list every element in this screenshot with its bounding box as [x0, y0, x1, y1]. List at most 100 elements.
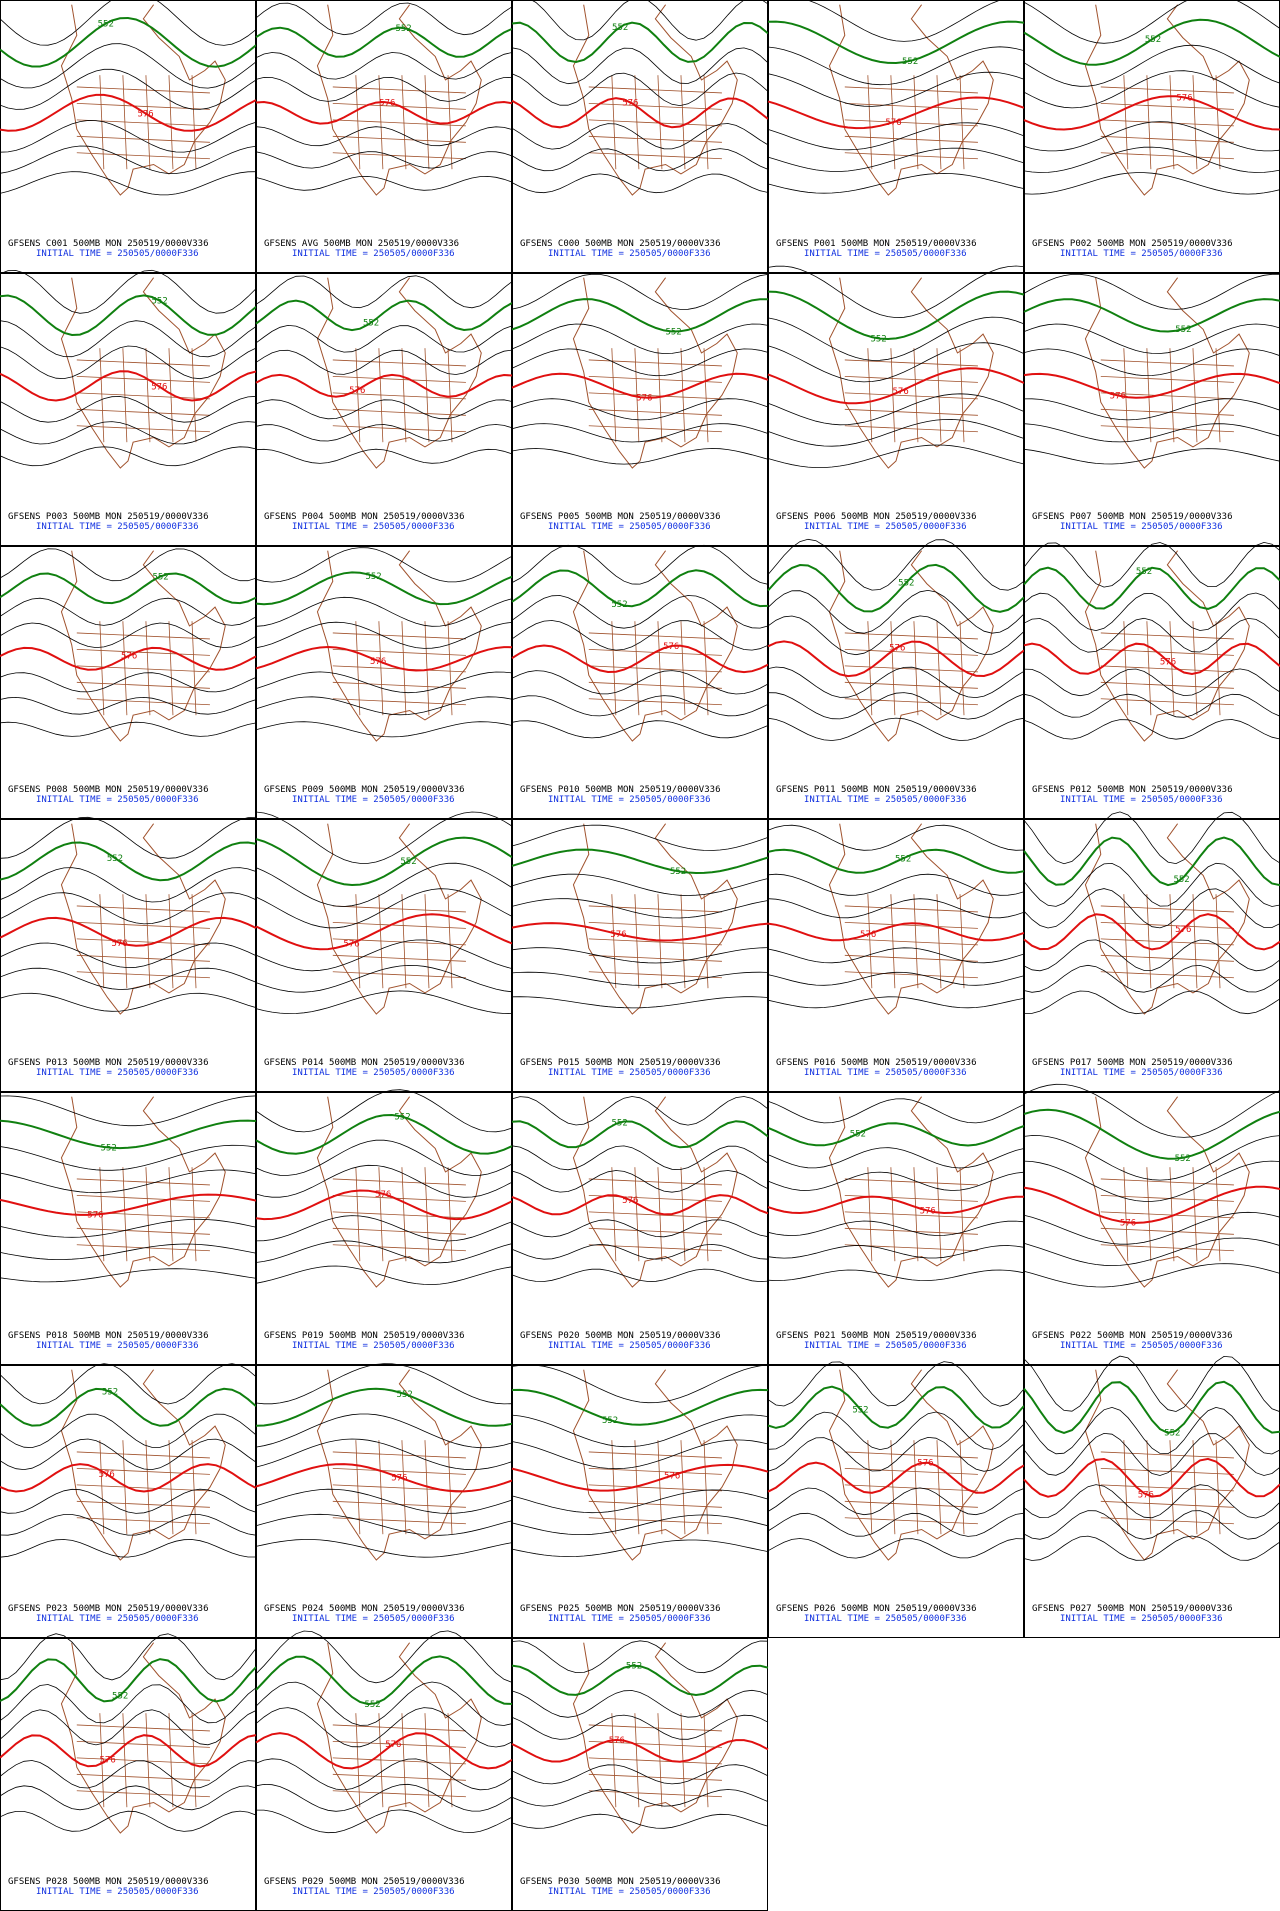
- height-contour: [0, 145, 257, 174]
- state-border: [99, 1440, 105, 1535]
- height-contour: [0, 1095, 257, 1127]
- contour-label: 576: [1120, 1219, 1136, 1229]
- height-contour: [255, 399, 513, 420]
- panel-frame: [0, 546, 256, 819]
- height-contour: [511, 1664, 769, 1697]
- height-contour: [511, 97, 769, 129]
- height-contour: [767, 1361, 1025, 1407]
- height-contour: [1023, 1135, 1280, 1181]
- state-border: [1192, 1167, 1198, 1262]
- height-contour: [767, 898, 1025, 919]
- state-border: [145, 1167, 151, 1262]
- state-border: [1123, 1440, 1129, 1535]
- state-border: [959, 348, 965, 443]
- state-border: [76, 152, 210, 160]
- state-border: [1123, 348, 1129, 443]
- map-panel: 552 576 GFSENS P020 500MB MON 250519/0000V…: [511, 1092, 769, 1365]
- height-contour: [511, 1539, 769, 1558]
- height-contour: [511, 1414, 769, 1448]
- height-contour: [767, 172, 1025, 194]
- state-border: [332, 1757, 466, 1765]
- contour-label: 552: [852, 1405, 868, 1415]
- height-contour: [1023, 913, 1280, 951]
- height-contour: [1023, 1484, 1280, 1519]
- panel-frame: [1024, 819, 1280, 1092]
- height-contour: [1023, 862, 1280, 907]
- height-contour: [767, 1538, 1025, 1559]
- state-border: [424, 1713, 430, 1808]
- map-panel: 552 576 GFSENS P029 500MB MON 250519/0000V…: [255, 1630, 513, 1911]
- height-contour: [255, 1783, 513, 1812]
- height-contour: [255, 1513, 513, 1536]
- state-border: [680, 348, 686, 443]
- panel-frame: [256, 546, 512, 819]
- state-border: [76, 681, 210, 689]
- state-border: [680, 1440, 686, 1535]
- state-border: [588, 103, 722, 110]
- height-contour: [255, 275, 513, 309]
- state-border: [611, 1440, 617, 1535]
- state-border: [447, 348, 453, 443]
- height-contour: [1023, 121, 1280, 152]
- state-border: [844, 1451, 978, 1459]
- height-contour: [511, 1714, 769, 1740]
- state-border: [844, 1517, 978, 1525]
- contour-label: 552: [101, 1144, 117, 1154]
- state-border: [76, 1178, 210, 1186]
- map-panel: 552 576 GFSENS P021 500MB MON 250519/0000V…: [767, 1092, 1025, 1365]
- height-contour: [511, 720, 769, 739]
- state-border: [168, 1167, 174, 1262]
- contour-label: 552: [395, 24, 411, 34]
- panel-frame: [256, 1365, 512, 1638]
- state-border: [1169, 621, 1175, 716]
- height-contour: [767, 563, 1025, 613]
- height-contour: [1023, 398, 1280, 421]
- state-border: [844, 425, 978, 433]
- height-contour: [511, 298, 768, 333]
- contour-label: 576: [349, 386, 365, 396]
- height-contour: [0, 43, 257, 89]
- contour-label: 552: [1175, 325, 1191, 335]
- height-contour: [511, 544, 769, 585]
- contour-label: 576: [610, 930, 626, 940]
- height-contour: [511, 1096, 769, 1126]
- height-contour: [0, 992, 257, 1012]
- height-contour: [255, 1139, 513, 1176]
- height-contour: [1023, 348, 1280, 377]
- state-border: [959, 1167, 965, 1262]
- height-contour: [255, 1089, 513, 1133]
- height-contour: [767, 418, 1025, 447]
- height-contour: [255, 1265, 513, 1286]
- height-contour: [255, 175, 513, 191]
- height-contour: [1023, 1510, 1280, 1540]
- state-border: [76, 665, 210, 673]
- state-border: [588, 1227, 722, 1235]
- state-border: [588, 1500, 722, 1508]
- height-contour: [511, 123, 769, 150]
- state-border: [76, 1227, 210, 1235]
- height-contour: [767, 342, 1025, 383]
- height-contour: [0, 120, 257, 153]
- coastline: [60, 550, 226, 742]
- state-border: [1100, 1468, 1234, 1475]
- height-contour: [511, 372, 769, 399]
- initial-time: INITIAL TIME = 250505/0000F336: [292, 1068, 455, 1078]
- contour-label: 552: [1164, 1429, 1180, 1439]
- height-contour: [767, 640, 1025, 678]
- height-contour: [255, 621, 513, 649]
- contour-label: 576: [391, 1473, 407, 1483]
- height-contour: [1023, 1355, 1280, 1413]
- coastline: [60, 4, 226, 196]
- panel-title: GFSENS P024 500MB MON 250519/0000V336: [264, 1604, 464, 1614]
- height-contour: [1023, 888, 1280, 929]
- initial-time: INITIAL TIME = 250505/0000F336: [1060, 1614, 1223, 1624]
- contour-label: 552: [400, 857, 416, 867]
- height-contour: [0, 841, 257, 882]
- state-border: [1192, 1440, 1198, 1535]
- state-border: [145, 348, 151, 443]
- height-contour: [0, 696, 257, 715]
- map-panel: 552 576 GFSENS P013 500MB MON 250519/0000V…: [0, 816, 257, 1092]
- height-contour: [1023, 1237, 1280, 1267]
- height-contour: [0, 672, 257, 693]
- height-contour: [1023, 836, 1280, 887]
